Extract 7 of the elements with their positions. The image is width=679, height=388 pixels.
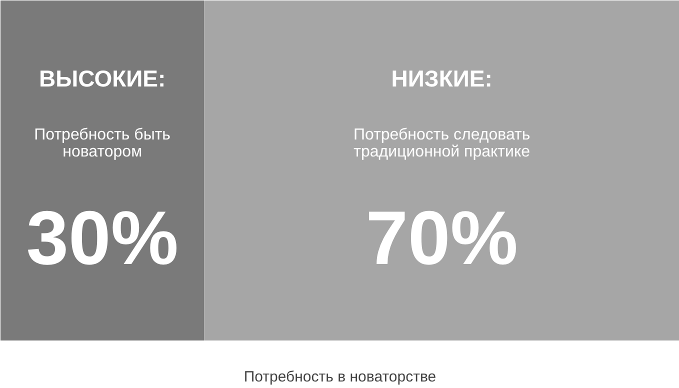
series-label: НИЗКИЕ:	[391, 66, 492, 92]
data-label: 30%	[26, 196, 178, 281]
x-axis-title: Потребность в новаторстве	[244, 368, 436, 386]
annotation: Потребность следовать традиционной практике	[354, 126, 530, 160]
data-label: 70%	[366, 196, 518, 281]
annotation: Потребность быть новатором	[34, 126, 171, 160]
series-label: ВЫСОКИЕ:	[39, 66, 166, 92]
